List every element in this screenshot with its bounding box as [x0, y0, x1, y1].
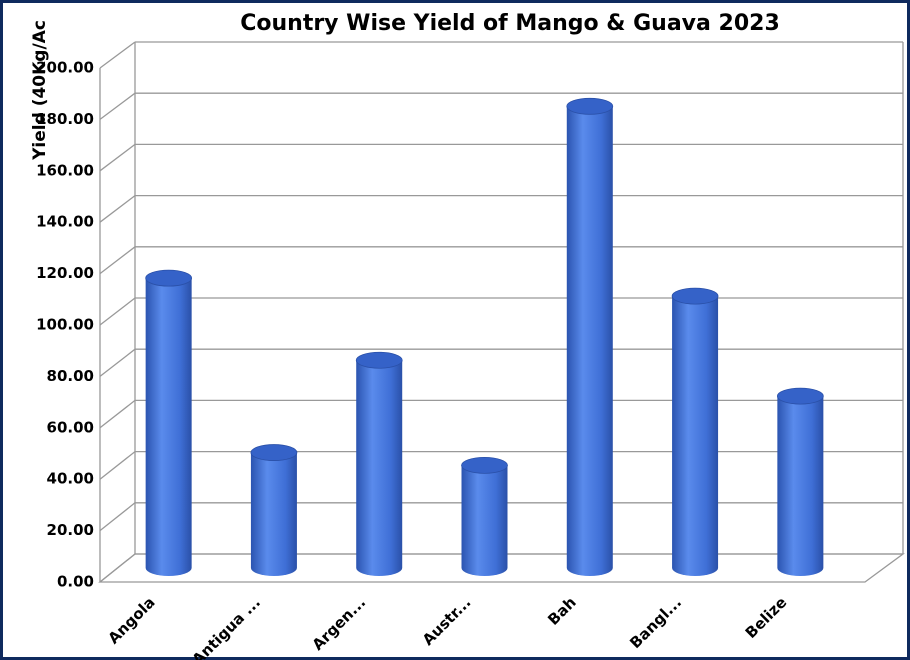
- y-tick-label: 180.00: [36, 110, 94, 128]
- y-tick-label: 20.00: [47, 521, 94, 539]
- bar-top: [145, 269, 193, 287]
- y-tick-label: 100.00: [36, 316, 94, 334]
- y-tick-label: 60.00: [47, 418, 94, 436]
- bar-top: [250, 444, 298, 461]
- y-tick-label: 0.00: [57, 573, 94, 591]
- grid-line: [99, 195, 136, 223]
- bar-top: [566, 97, 614, 115]
- y-tick-label: 40.00: [47, 470, 94, 488]
- bar: [566, 106, 613, 577]
- grid-line: [99, 348, 136, 377]
- bar: [356, 360, 403, 576]
- grid-line: [99, 246, 136, 275]
- y-tick-label: 200.00: [36, 59, 94, 77]
- bar-top: [776, 387, 824, 405]
- grid-line: [99, 297, 136, 326]
- bar: [672, 296, 719, 576]
- grid-line: [99, 143, 136, 172]
- chart-title: Country Wise Yield of Mango & Guava 2023: [240, 11, 780, 36]
- grid-line: [99, 502, 136, 532]
- bar: [777, 396, 824, 576]
- bar-top: [355, 351, 403, 369]
- bar-top: [461, 456, 508, 474]
- y-tick-label: 140.00: [36, 213, 94, 231]
- bar: [250, 452, 297, 576]
- bar-top: [671, 287, 719, 305]
- y-tick-label: 120.00: [36, 264, 94, 282]
- grid-line: [99, 451, 136, 480]
- y-tick-label: 160.00: [36, 161, 94, 179]
- bar: [461, 465, 508, 576]
- bar: [145, 278, 192, 576]
- grid-line: [99, 41, 136, 69]
- y-axis-title: Yield (40Kg/Ac: [30, 20, 50, 161]
- grid-line: [99, 553, 136, 583]
- grid-line: [99, 399, 136, 429]
- y-tick-label: 80.00: [47, 367, 94, 385]
- grid-line: [99, 92, 136, 120]
